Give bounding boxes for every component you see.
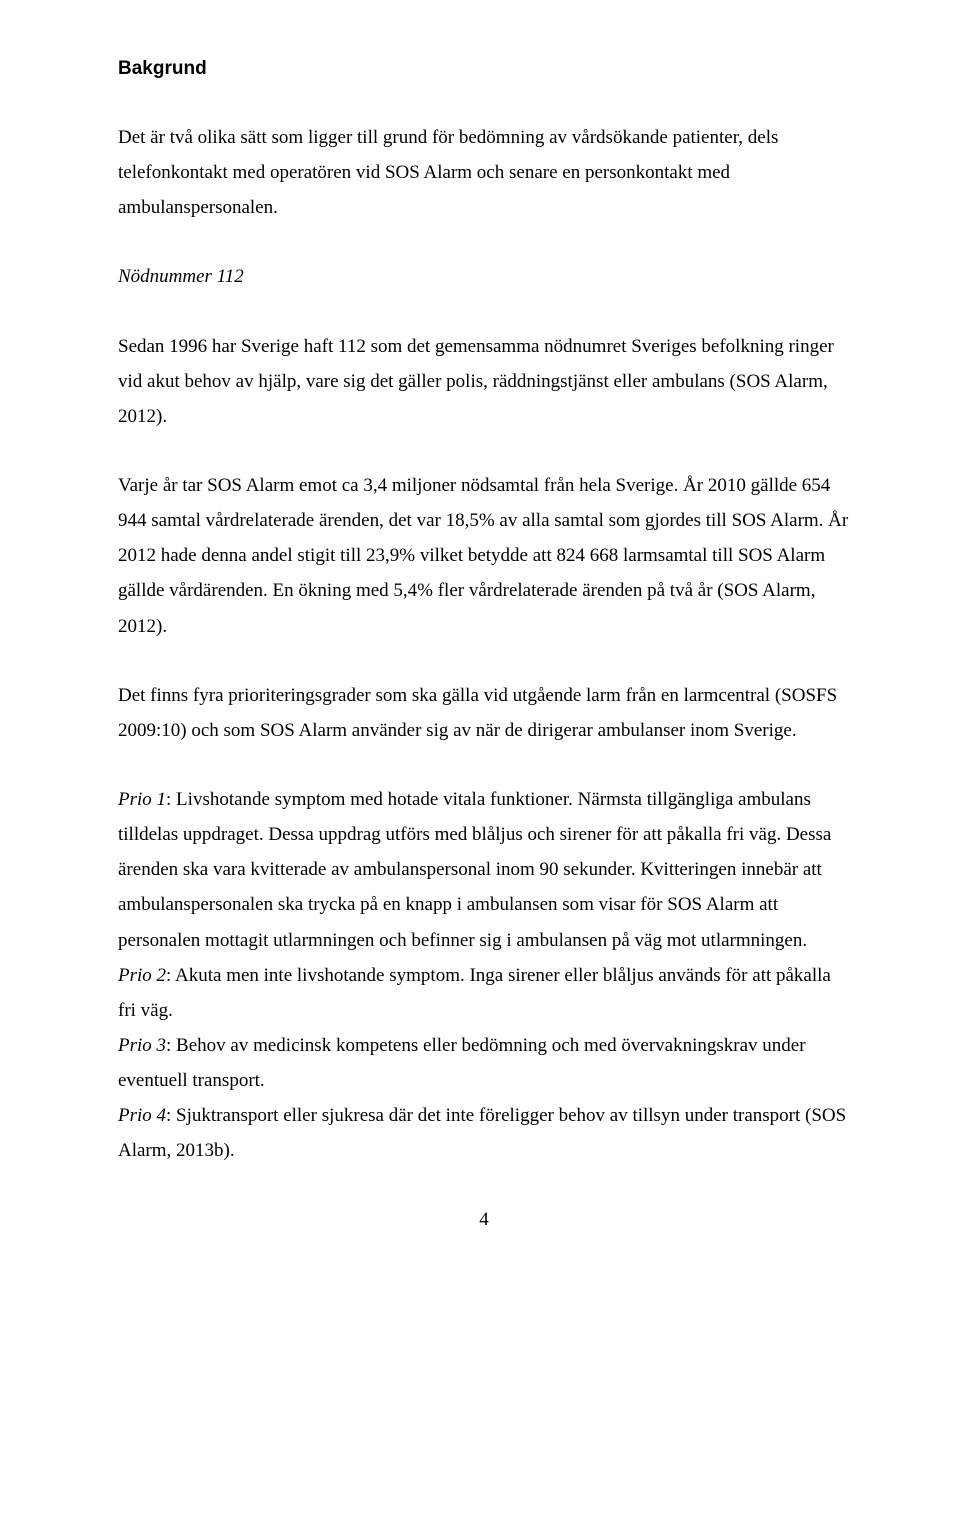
prio-4: Prio 4: Sjuktransport eller sjukresa där…	[118, 1098, 850, 1168]
paragraph-3: Varje år tar SOS Alarm emot ca 3,4 miljo…	[118, 468, 850, 644]
prio-1: Prio 1: Livshotande symptom med hotade v…	[118, 782, 850, 958]
paragraph-4: Det finns fyra prioriteringsgrader som s…	[118, 678, 850, 748]
prio-2-label: Prio 2	[118, 965, 166, 986]
prio-2: Prio 2: Akuta men inte livshotande sympt…	[118, 958, 850, 1028]
prio-1-label: Prio 1	[118, 789, 166, 810]
prio-1-text: : Livshotande symptom med hotade vitala …	[118, 789, 831, 951]
prio-3-label: Prio 3	[118, 1035, 166, 1056]
page-number: 4	[118, 1209, 850, 1231]
paragraph-2: Sedan 1996 har Sverige haft 112 som det …	[118, 329, 850, 434]
prio-4-label: Prio 4	[118, 1105, 166, 1126]
prio-3: Prio 3: Behov av medicinsk kompetens ell…	[118, 1028, 850, 1098]
subheading-nodnummer: Nödnummer 112	[118, 259, 850, 294]
prio-3-text: : Behov av medicinsk kompetens eller bed…	[118, 1035, 806, 1091]
section-heading: Bakgrund	[118, 58, 850, 80]
prio-4-text: : Sjuktransport eller sjukresa där det i…	[118, 1105, 846, 1161]
paragraph-intro: Det är två olika sätt som ligger till gr…	[118, 120, 850, 225]
prio-2-text: : Akuta men inte livshotande symptom. In…	[118, 965, 831, 1021]
